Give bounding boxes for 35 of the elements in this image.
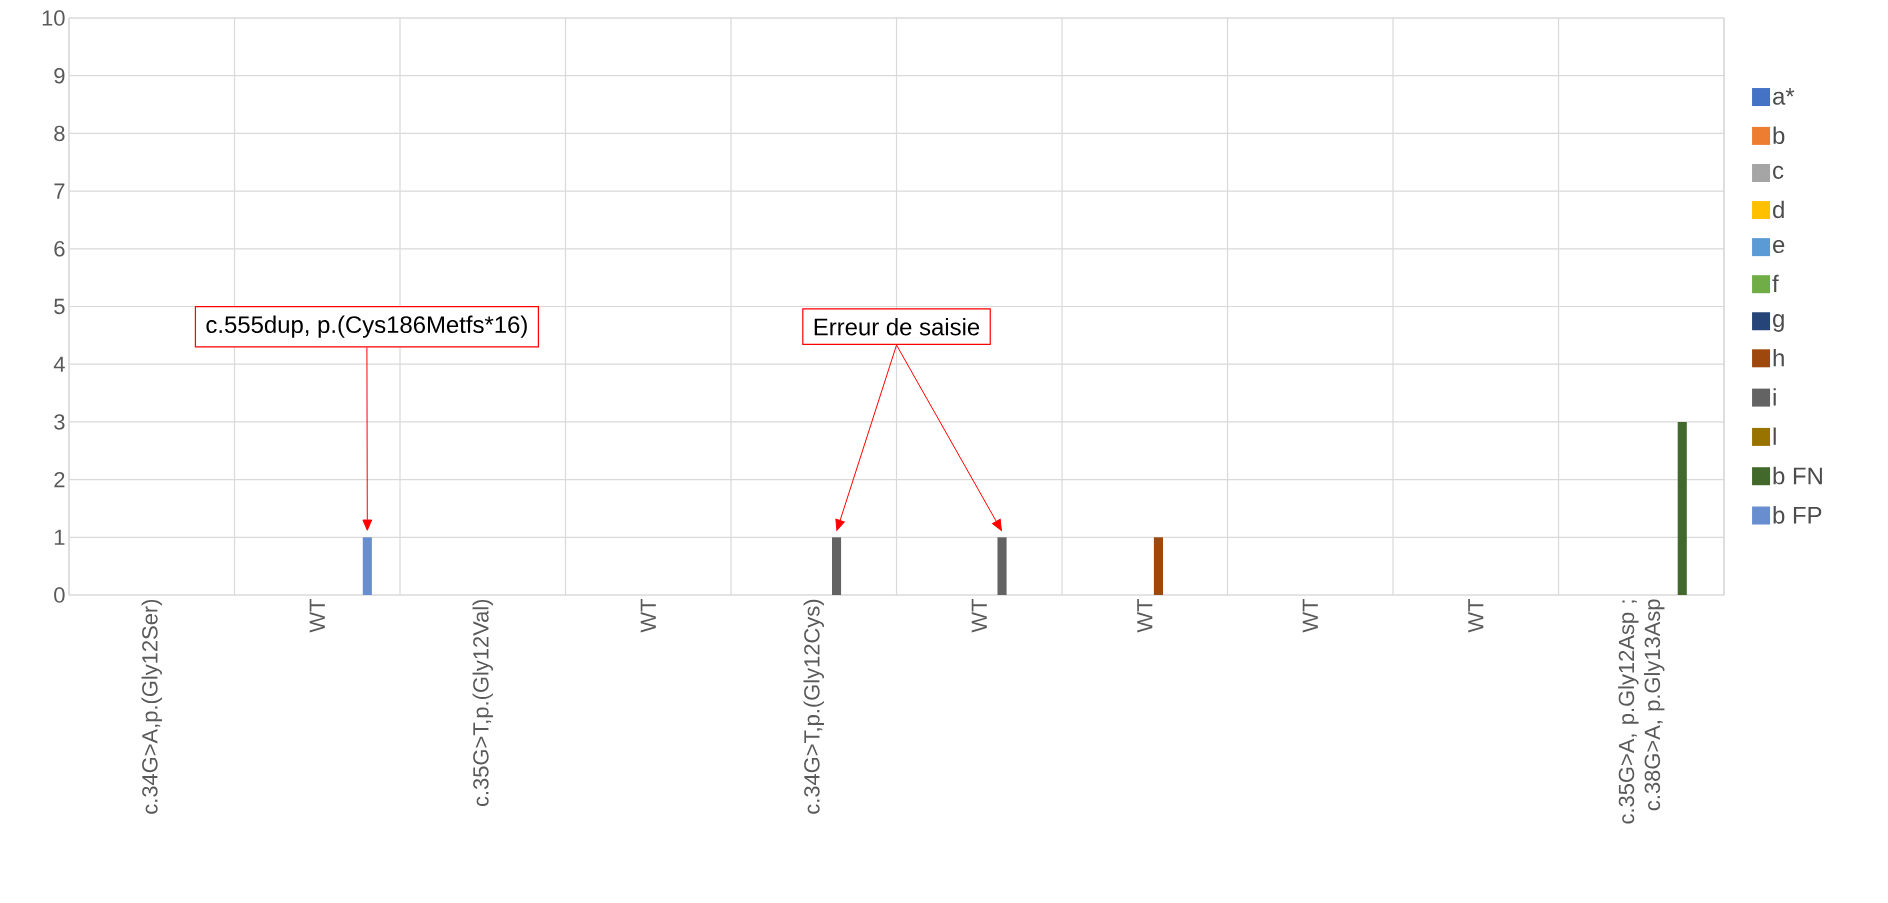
- x-tick-label: c.34G>T,p.(Gly12Cys): [803, 599, 824, 814]
- legend-label: b: [1773, 126, 1785, 145]
- y-tick-label: 2: [54, 471, 65, 488]
- y-tick-label: 8: [54, 125, 65, 142]
- y-tick-label: 7: [54, 183, 65, 199]
- legend-label: h: [1773, 348, 1784, 367]
- annotation: c.555dup, p.(Cys186Metfs*16): [206, 315, 527, 338]
- legend-label: f: [1772, 274, 1779, 293]
- legend-label: l: [1773, 427, 1776, 445]
- y-tick-label: 10: [42, 10, 65, 26]
- y-tick-label: 9: [54, 67, 65, 84]
- legend-label: g: [1773, 314, 1784, 332]
- legend-label: e: [1773, 239, 1785, 254]
- y-tick-label: 4: [53, 356, 65, 372]
- annotation: Erreur de saisie: [814, 317, 980, 336]
- x-tick-label: WT: [1468, 599, 1484, 633]
- x-tick-label: WT: [971, 599, 987, 633]
- x-tick-label: WT: [309, 599, 325, 633]
- y-tick-label: 6: [54, 241, 65, 257]
- y-tick-label: 1: [54, 529, 65, 545]
- legend-label: b FN: [1773, 466, 1822, 485]
- x-tick-label: WT: [1302, 599, 1318, 633]
- legend-label: i: [1773, 388, 1776, 406]
- legend-label: c: [1773, 165, 1784, 179]
- x-tick-label: c.35G>A, p.Gly12Asp ; c.38G>A, p.Gly13Asp: [1618, 599, 1665, 824]
- legend-label: d: [1773, 200, 1784, 219]
- x-tick-label: c.35G>T,p.(Gly12Val): [472, 599, 493, 807]
- x-tick-label: c.34G>A,p.(Gly12Ser): [141, 599, 162, 814]
- legend-label: a*: [1773, 88, 1795, 105]
- x-tick-label: WT: [1137, 599, 1153, 633]
- y-tick-label: 5: [54, 298, 65, 315]
- x-tick-label: WT: [640, 599, 656, 633]
- y-tick-label: 0: [54, 587, 65, 603]
- legend-label: b FP: [1773, 506, 1822, 524]
- y-tick-label: 3: [54, 414, 65, 430]
